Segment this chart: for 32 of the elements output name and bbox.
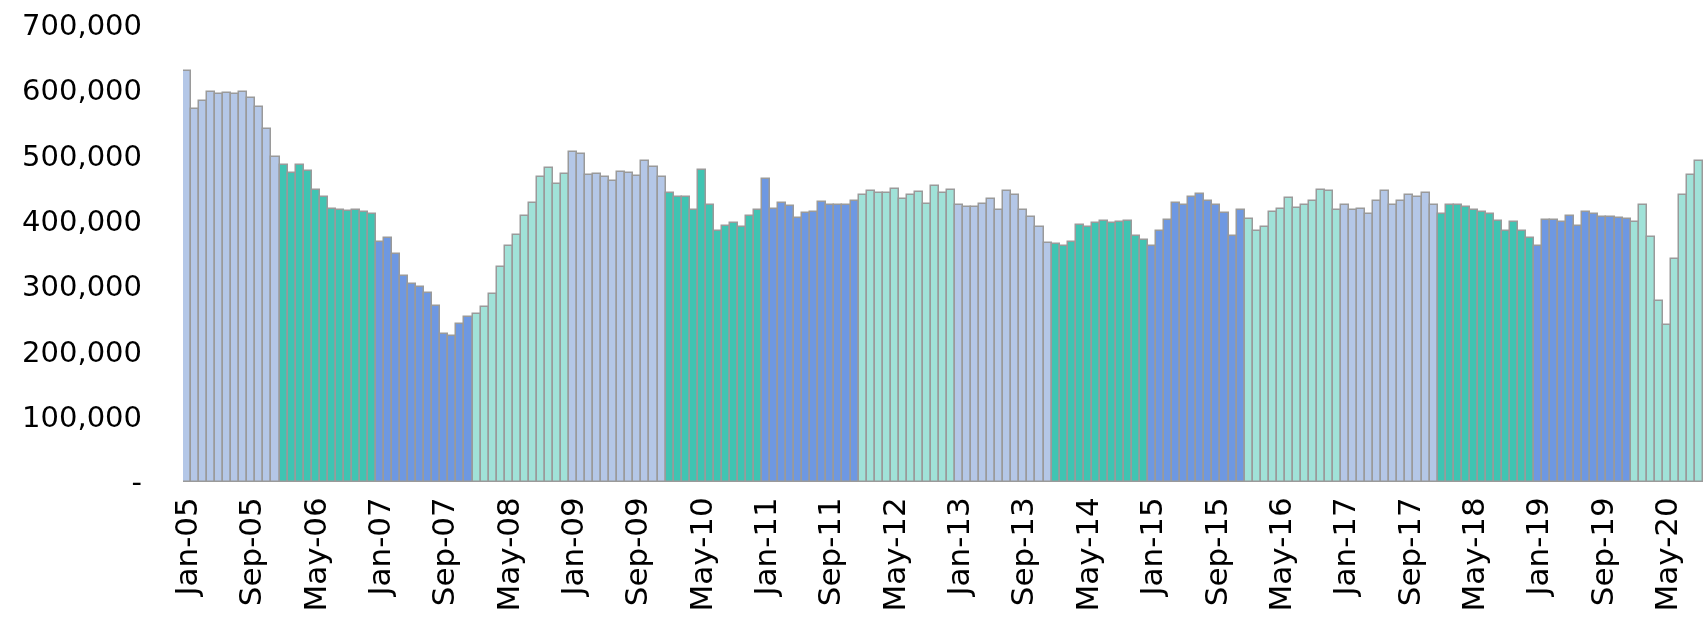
x-tick-label: May-20 <box>1647 497 1684 612</box>
x-tick-label: Sep-19 <box>1583 497 1620 607</box>
x-tick-label: Sep-05 <box>232 497 269 607</box>
x-tick-label: Jan-17 <box>1326 497 1363 598</box>
x-tick-label: May-16 <box>1261 497 1298 612</box>
x-tick-label: Jan-09 <box>554 497 591 598</box>
x-tick-label: Sep-17 <box>1390 497 1427 607</box>
y-tick-label: 400,000 <box>22 204 142 239</box>
x-tick-label: Sep-11 <box>811 497 848 607</box>
x-tick-label: Jan-05 <box>168 497 205 598</box>
x-tick-label: Sep-15 <box>1197 497 1234 607</box>
x-tick-label: Jan-19 <box>1519 497 1556 598</box>
x-tick-label: Jan-15 <box>1133 497 1170 598</box>
y-tick-label: 300,000 <box>22 269 142 304</box>
y-tick-label: 200,000 <box>22 334 142 369</box>
x-tick-label: Jan-13 <box>940 497 977 598</box>
y-tick-label: 600,000 <box>22 73 142 108</box>
y-tick-label: 700,000 <box>22 8 142 43</box>
x-tick-label: May-10 <box>682 497 719 612</box>
x-tick-label: May-18 <box>1454 497 1491 612</box>
x-tick-label: Jan-07 <box>361 497 398 598</box>
x-tick-label: May-14 <box>1068 497 1105 612</box>
x-tick-label: May-06 <box>296 497 333 612</box>
x-tick-label: Sep-09 <box>618 497 655 607</box>
x-tick-label: Sep-13 <box>1004 497 1041 607</box>
x-tick-label: May-12 <box>875 497 912 612</box>
y-tick-label: 500,000 <box>22 138 142 173</box>
x-tick-label: May-08 <box>489 497 526 612</box>
y-tick-label: - <box>131 465 142 500</box>
x-tick-label: Jan-11 <box>747 497 784 598</box>
y-tick-label: 100,000 <box>22 399 142 434</box>
x-tick-label: Sep-07 <box>425 497 462 607</box>
